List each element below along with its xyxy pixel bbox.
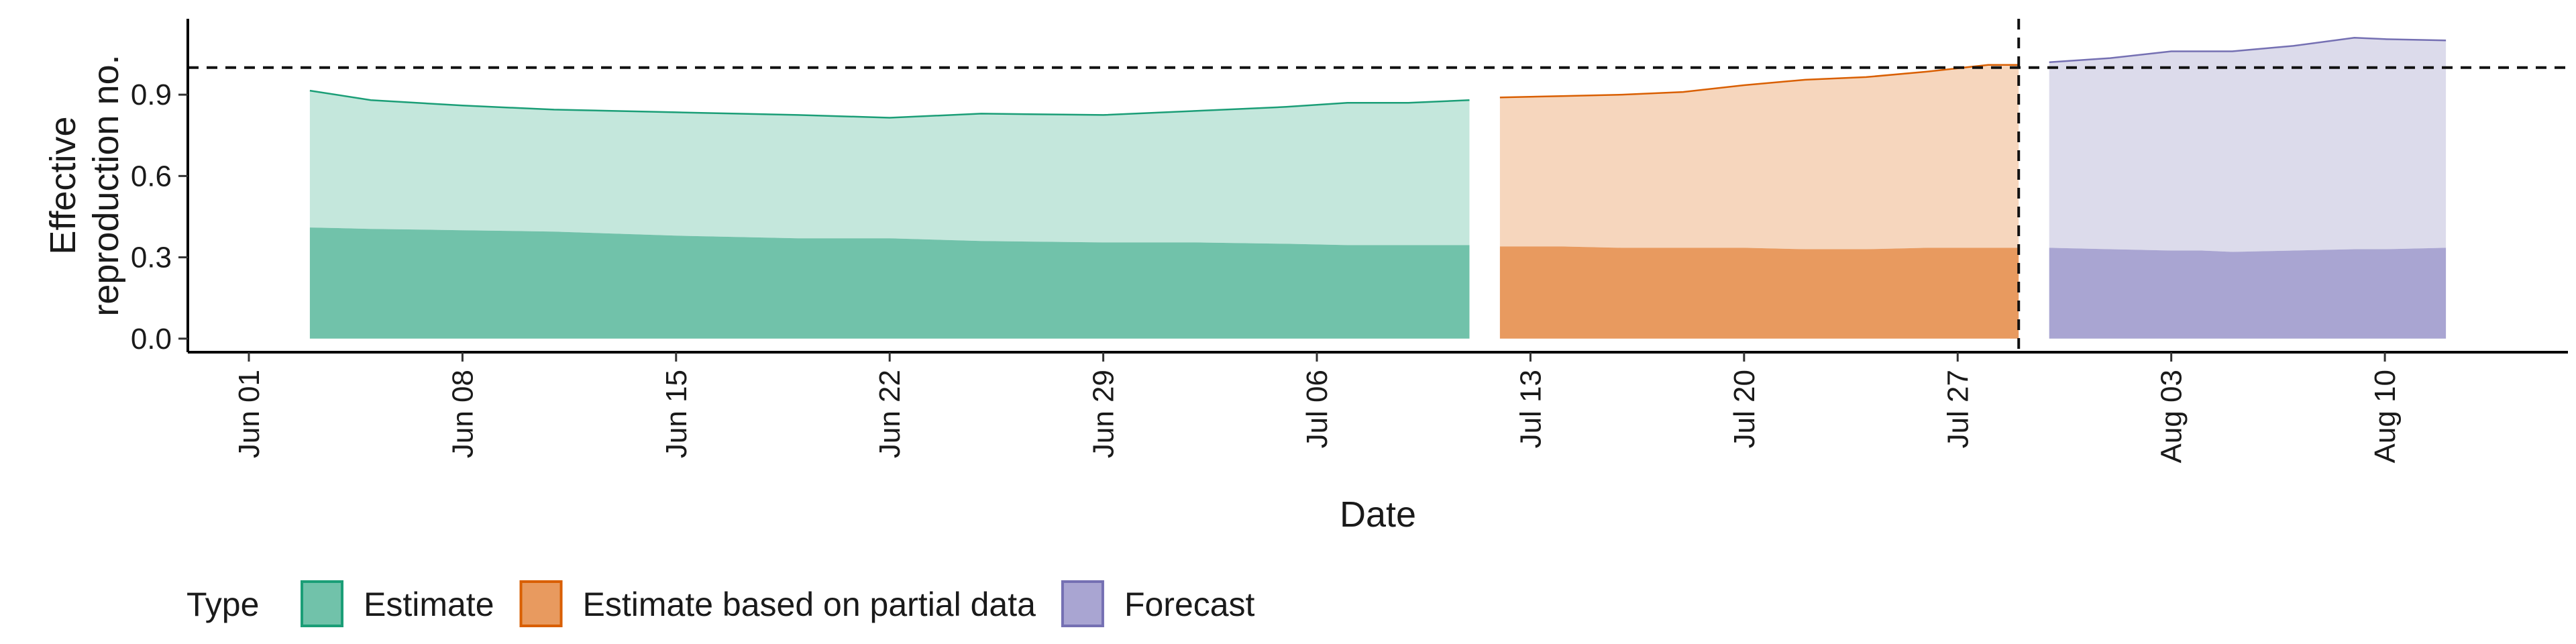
x-axis-title: Date [1340, 494, 1416, 535]
y-axis-ticks: 0.0 0.3 0.6 0.9 [131, 78, 188, 356]
y-tick-label: 0.9 [131, 78, 172, 111]
x-tick-label: Aug 03 [2155, 370, 2188, 463]
reference-lines [188, 19, 2568, 352]
legend-label-estimate-based-on-partial-data: Estimate based on partial data [583, 586, 1036, 623]
y-tick-label: 0.0 [131, 323, 172, 356]
series-forecast-lower-band [2049, 248, 2447, 339]
x-tick-label: Jul 06 [1301, 370, 1334, 448]
x-tick-label: Jul 20 [1728, 370, 1761, 448]
x-tick-label: Jun 08 [446, 370, 479, 458]
legend-swatch-forecast [1061, 580, 1104, 627]
legend-swatch-estimate [301, 580, 343, 627]
series-estimate-upper-band [309, 91, 1470, 246]
series-estimate-lower-band [309, 227, 1470, 339]
x-tick-label: Jun 15 [660, 370, 693, 458]
x-tick-label: Jun 29 [1087, 370, 1120, 458]
x-tick-label: Aug 10 [2369, 370, 2402, 463]
y-tick-label: 0.6 [131, 160, 172, 193]
y-axis-title-line: Effective [43, 116, 83, 254]
series-estimate-upper-line [309, 89, 1470, 119]
legend-label-forecast: Forecast [1124, 586, 1255, 623]
legend: Type Estimate Estimate based on partial da… [186, 580, 1255, 627]
legend-title: Type [186, 586, 259, 623]
y-axis-title: Effectivereproduction no. [43, 54, 126, 316]
series-forecast [2049, 37, 2447, 339]
legend-label-estimate: Estimate [364, 586, 494, 623]
series-areas [309, 37, 2447, 339]
series-forecast-upper-band [2049, 38, 2447, 252]
series-estimate [309, 89, 1470, 339]
x-tick-label: Jul 13 [1514, 370, 1547, 448]
series-estimate-based-on-partial-data-upper-band [1499, 64, 2019, 250]
y-tick-label: 0.3 [131, 241, 172, 274]
series-estimate-based-on-partial-data [1499, 64, 2019, 339]
series-forecast-upper-line [2049, 37, 2447, 63]
x-tick-label: Jun 22 [873, 370, 906, 458]
series-estimate-based-on-partial-data-lower-band [1499, 246, 2019, 339]
x-tick-label: Jul 27 [1941, 370, 1974, 448]
legend-swatch-estimate-based-on-partial-data [519, 580, 563, 627]
y-axis-title-line: reproduction no. [86, 54, 126, 316]
x-axis-ticks: Jun 01 Jun 08 Jun 15 Jun 22 Jun 29 Jul 06 Jul … [233, 352, 2402, 463]
x-tick-label: Jun 01 [233, 370, 266, 458]
